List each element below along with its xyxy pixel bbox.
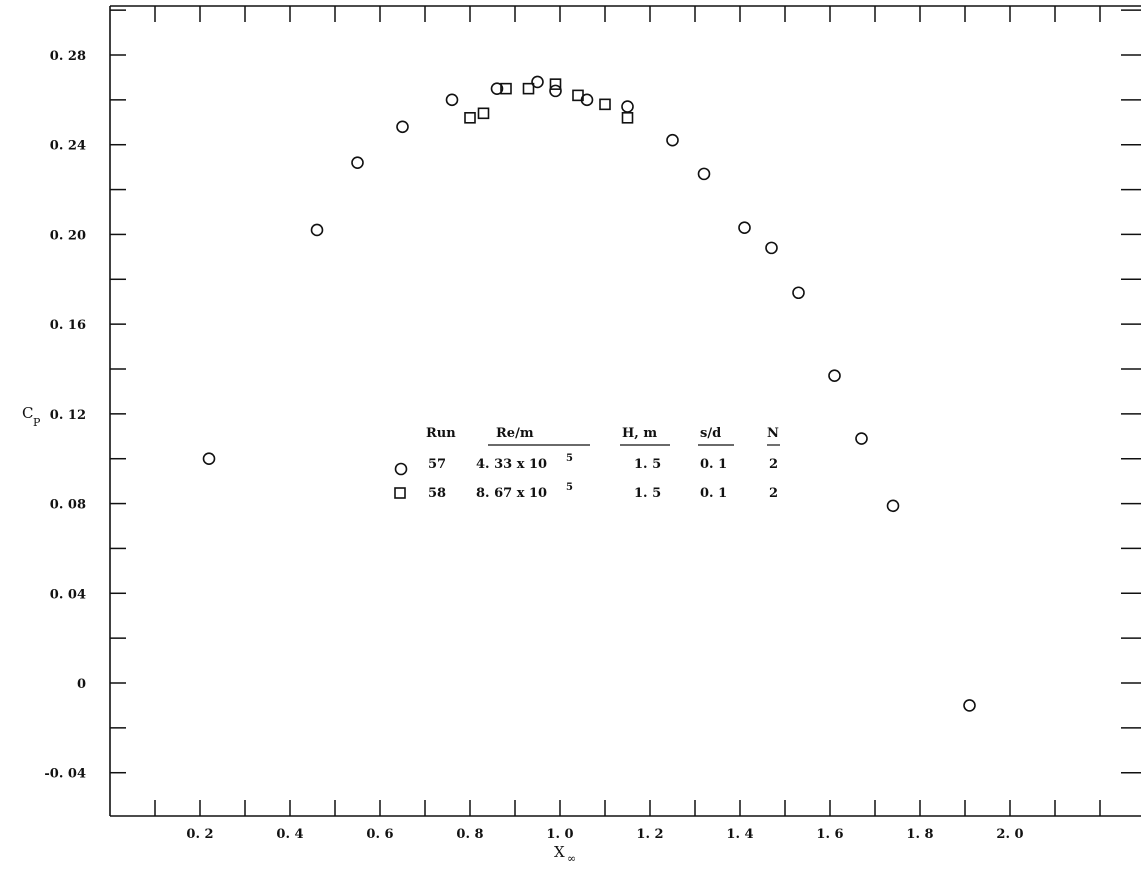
y-tick-label: 0. 04 [50, 587, 86, 602]
y-tick-label: -0. 04 [44, 767, 86, 782]
data-point-run-58 [621, 112, 634, 124]
x-tick-label: 0. 6 [366, 827, 393, 842]
data-point-run-58 [500, 82, 512, 95]
legend-header-n: N [767, 426, 779, 441]
data-point-run-57 [531, 75, 544, 89]
y-axis-label: C [22, 404, 33, 422]
data-point-run-58 [522, 82, 535, 95]
legend-header-re: Re/m [496, 426, 534, 441]
data-point-run-57 [855, 432, 868, 445]
data-point-run-58 [477, 107, 490, 120]
y-axis-label-subscript: P [33, 416, 41, 429]
data-point-run-57 [828, 369, 841, 383]
data-point-run-57 [963, 699, 976, 712]
x-tick-label: 1. 6 [816, 827, 843, 842]
legend-h-57: 1. 5 [634, 457, 661, 472]
legend-header-run: Run [426, 426, 456, 441]
data-point-run-57 [886, 499, 900, 513]
legend-n-57: 2 [769, 457, 778, 472]
data-point-run-57 [765, 241, 778, 255]
y-tick-label: 0. 20 [50, 228, 86, 243]
data-point-run-57 [549, 84, 562, 98]
data-point-run-57 [697, 167, 711, 181]
x-tick-label: 0. 2 [186, 827, 213, 842]
x-axis-title: X ∞ [554, 843, 576, 865]
y-tick-label: 0. 24 [50, 139, 86, 154]
data-point-run-57 [396, 120, 409, 134]
data-point-run-57 [202, 452, 216, 466]
x-tick-label: 1. 8 [906, 827, 933, 842]
data-points [202, 75, 976, 712]
data-point-run-57 [621, 100, 634, 113]
data-point-run-58 [572, 89, 584, 102]
y-tick-label: 0. 12 [50, 408, 86, 423]
data-point-run-57 [490, 82, 504, 95]
legend-run-58: 58 [428, 486, 446, 501]
legend-square-marker [394, 487, 406, 499]
data-point-run-57 [310, 223, 324, 237]
axis-ticks [110, 6, 1141, 816]
x-tick-label: 2. 0 [996, 827, 1023, 842]
legend-re-57: 4. 33 x 10 [476, 457, 547, 472]
tick-labels: 0. 2 0. 4 0. 6 0. 8 1. 0 1. 2 1. 4 1. 6 1. 8 2. 0… [44, 49, 1023, 842]
y-axis-title: C P [22, 404, 41, 429]
data-point-run-57 [445, 93, 459, 107]
legend-sd-58: 0. 1 [700, 486, 727, 501]
legend-re-58: 8. 67 x 10 [476, 486, 547, 501]
data-point-run-57 [792, 286, 805, 300]
data-point-run-58 [549, 78, 562, 90]
data-point-run-58 [464, 112, 476, 124]
legend-re-exp-57: 5 [566, 453, 573, 464]
legend-run-57: 57 [428, 457, 446, 472]
legend-n-58: 2 [769, 486, 778, 501]
y-tick-label: 0. 28 [50, 49, 86, 64]
x-tick-label: 1. 0 [546, 827, 573, 842]
plot-frame [109, 5, 1141, 817]
legend-circle-marker [394, 462, 408, 476]
legend-re-exp-58: 5 [566, 482, 573, 493]
x-axis-label-subscript: ∞ [567, 852, 576, 865]
y-tick-label: 0. 08 [50, 498, 86, 513]
data-point-run-57 [738, 221, 751, 234]
x-tick-label: 0. 8 [456, 827, 483, 842]
legend-header-sd: s/d [700, 426, 721, 441]
legend: Run Re/m H, m s/d N 57 4. 33 x 10 5 1. 5… [394, 426, 780, 501]
x-axis-label: X [554, 843, 565, 861]
x-tick-label: 0. 4 [276, 827, 303, 842]
x-tick-label: 1. 4 [726, 827, 753, 842]
legend-h-58: 1. 5 [634, 486, 661, 501]
data-point-run-57 [666, 133, 679, 147]
legend-sd-57: 0. 1 [700, 457, 727, 472]
data-point-run-57 [351, 156, 364, 169]
x-tick-label: 1. 2 [636, 827, 663, 842]
y-tick-label: 0. 16 [50, 318, 86, 333]
legend-header-h: H, m [622, 426, 657, 441]
data-point-run-58 [599, 98, 611, 111]
y-tick-label: 0 [77, 677, 86, 692]
